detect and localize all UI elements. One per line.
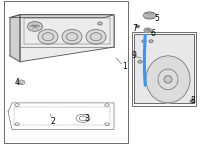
- Text: 9: 9: [132, 51, 137, 60]
- Text: 5: 5: [155, 14, 159, 23]
- Ellipse shape: [142, 40, 146, 42]
- Text: 4: 4: [14, 78, 19, 87]
- Ellipse shape: [98, 22, 102, 25]
- Ellipse shape: [146, 56, 190, 103]
- Text: 2: 2: [51, 117, 55, 126]
- Bar: [132, 32, 196, 106]
- Polygon shape: [134, 34, 194, 103]
- Text: 6: 6: [151, 29, 155, 38]
- Text: 3: 3: [85, 114, 89, 123]
- Ellipse shape: [62, 29, 82, 44]
- Polygon shape: [10, 15, 114, 18]
- Bar: [4, 1, 128, 143]
- Polygon shape: [20, 15, 114, 62]
- Ellipse shape: [144, 28, 151, 32]
- Polygon shape: [10, 15, 20, 62]
- Ellipse shape: [138, 60, 142, 63]
- Text: 8: 8: [191, 96, 195, 105]
- Ellipse shape: [149, 40, 153, 42]
- Text: 7: 7: [132, 24, 137, 33]
- Ellipse shape: [164, 76, 172, 83]
- Ellipse shape: [86, 29, 106, 44]
- Ellipse shape: [143, 12, 156, 19]
- Ellipse shape: [136, 25, 139, 28]
- Ellipse shape: [38, 29, 58, 44]
- Text: 1: 1: [123, 62, 127, 71]
- Ellipse shape: [28, 22, 42, 31]
